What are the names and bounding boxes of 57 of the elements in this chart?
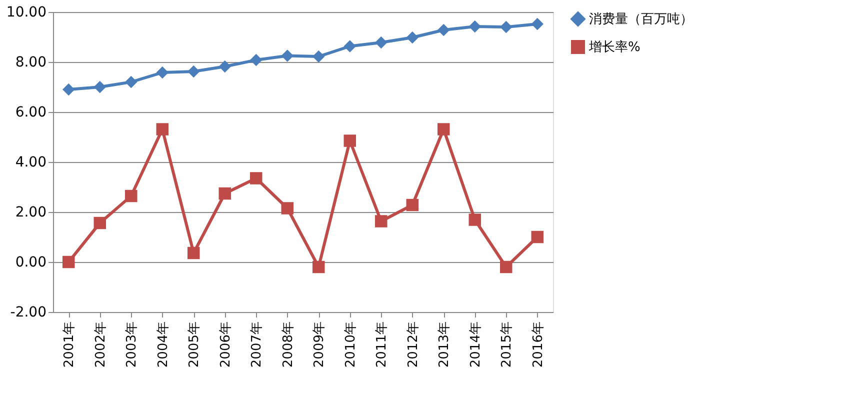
point: [438, 123, 450, 136]
point: [468, 20, 481, 33]
point: [156, 123, 168, 136]
x-tick-label: 2008年: [280, 322, 296, 368]
point: [531, 230, 544, 244]
point: [156, 66, 168, 79]
point: [250, 54, 262, 66]
x-tick-label: 2005年: [187, 322, 202, 368]
legend-label: 消费量（百万吨）: [589, 12, 693, 27]
legend-label: 增长率%: [588, 39, 640, 55]
point: [406, 31, 418, 44]
x-tick-label: 2010年: [343, 322, 358, 368]
x-tick-label: 2009年: [312, 322, 328, 368]
point: [188, 246, 200, 260]
y-tick-label: 10.00: [6, 4, 46, 20]
point: [375, 36, 388, 49]
point: [500, 20, 512, 34]
y-tick-label: -2.00: [10, 304, 46, 320]
y-tick-label: 6.00: [15, 104, 46, 120]
x-tick-label: 2004年: [156, 322, 171, 368]
x-tick-label: 2007年: [250, 322, 265, 368]
x-tick-label: 2002年: [93, 322, 108, 368]
x-tick-label: 2001年: [62, 322, 78, 368]
point: [344, 134, 356, 147]
point: [344, 40, 356, 52]
point: [250, 172, 262, 184]
point: [188, 65, 200, 78]
point: [94, 80, 106, 94]
point: [218, 187, 231, 200]
point: [468, 214, 481, 226]
point: [312, 50, 325, 63]
y-tick-label: 0.00: [15, 254, 46, 270]
x-tick-label: 2011年: [374, 322, 390, 368]
x-tick-label: 2016年: [530, 322, 546, 368]
point: [406, 198, 418, 212]
x-tick-label: 2015年: [500, 322, 515, 368]
point: [375, 215, 388, 228]
point: [218, 60, 231, 73]
point: [125, 190, 138, 202]
x-tick-label: 2003年: [124, 322, 140, 368]
point: [62, 83, 75, 96]
y-tick-label: 4.00: [15, 154, 46, 170]
point: [281, 202, 294, 214]
point: [94, 216, 106, 230]
x-tick-label: 2014年: [468, 322, 484, 368]
point: [531, 18, 544, 30]
point: [438, 24, 450, 36]
y-tick-label: 2.00: [15, 204, 46, 220]
x-tick-label: 2013年: [437, 322, 452, 368]
point: [312, 260, 325, 274]
y-tick-label: 8.00: [15, 54, 46, 70]
point: [500, 260, 512, 274]
point: [62, 256, 75, 268]
point: [125, 76, 138, 88]
x-tick-label: 2006年: [218, 322, 234, 368]
point: [281, 50, 294, 62]
x-tick-label: 2012年: [406, 322, 421, 368]
